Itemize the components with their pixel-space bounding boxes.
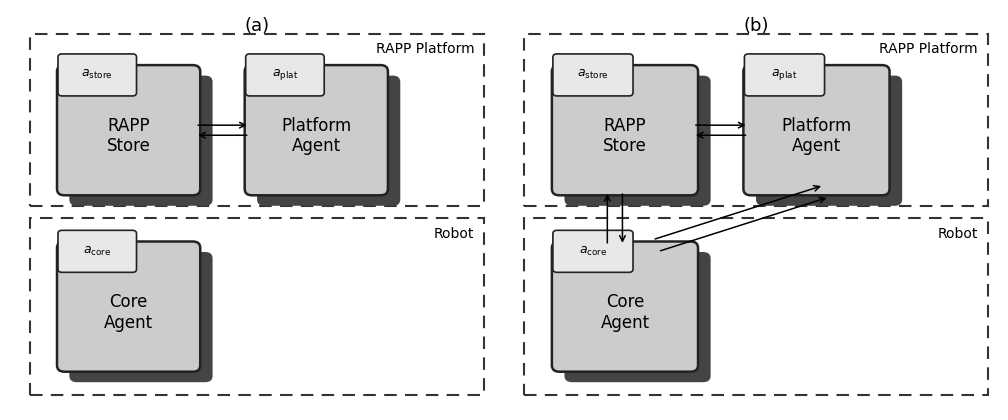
Text: Core
Agent: Core Agent (601, 293, 649, 332)
Text: Core
Agent: Core Agent (104, 293, 153, 332)
FancyBboxPatch shape (756, 76, 902, 206)
FancyBboxPatch shape (744, 54, 825, 96)
FancyBboxPatch shape (58, 230, 136, 272)
FancyBboxPatch shape (58, 54, 136, 96)
Bar (30, 34, 484, 206)
FancyBboxPatch shape (246, 54, 325, 96)
Text: $a_{\mathrm{store}}$: $a_{\mathrm{store}}$ (82, 68, 113, 81)
FancyBboxPatch shape (552, 65, 698, 195)
Text: $a_{\mathrm{core}}$: $a_{\mathrm{core}}$ (579, 245, 607, 258)
Text: $a_{\mathrm{plat}}$: $a_{\mathrm{plat}}$ (771, 68, 797, 82)
FancyBboxPatch shape (70, 252, 213, 382)
Text: (b): (b) (743, 17, 769, 35)
Text: RAPP
Store: RAPP Store (603, 117, 647, 155)
Bar (524, 34, 988, 206)
FancyBboxPatch shape (57, 241, 201, 372)
FancyBboxPatch shape (257, 76, 400, 206)
FancyBboxPatch shape (564, 252, 711, 382)
Text: RAPP Platform: RAPP Platform (376, 42, 475, 56)
Text: (a): (a) (245, 17, 269, 35)
Bar (30, 218, 484, 395)
FancyBboxPatch shape (57, 65, 201, 195)
FancyBboxPatch shape (743, 65, 889, 195)
FancyBboxPatch shape (552, 241, 698, 372)
Text: Robot: Robot (434, 227, 475, 241)
FancyBboxPatch shape (552, 230, 633, 272)
Text: $a_{\mathrm{store}}$: $a_{\mathrm{store}}$ (578, 68, 609, 81)
Text: Platform
Agent: Platform Agent (281, 117, 352, 155)
Text: Robot: Robot (937, 227, 978, 241)
Text: $a_{\mathrm{core}}$: $a_{\mathrm{core}}$ (83, 245, 112, 258)
Text: $a_{\mathrm{plat}}$: $a_{\mathrm{plat}}$ (272, 68, 298, 82)
Text: RAPP
Store: RAPP Store (107, 117, 150, 155)
FancyBboxPatch shape (564, 76, 711, 206)
Text: Platform
Agent: Platform Agent (781, 117, 852, 155)
FancyBboxPatch shape (245, 65, 388, 195)
FancyBboxPatch shape (70, 76, 213, 206)
Bar (524, 218, 988, 395)
FancyBboxPatch shape (552, 54, 633, 96)
Text: RAPP Platform: RAPP Platform (879, 42, 978, 56)
